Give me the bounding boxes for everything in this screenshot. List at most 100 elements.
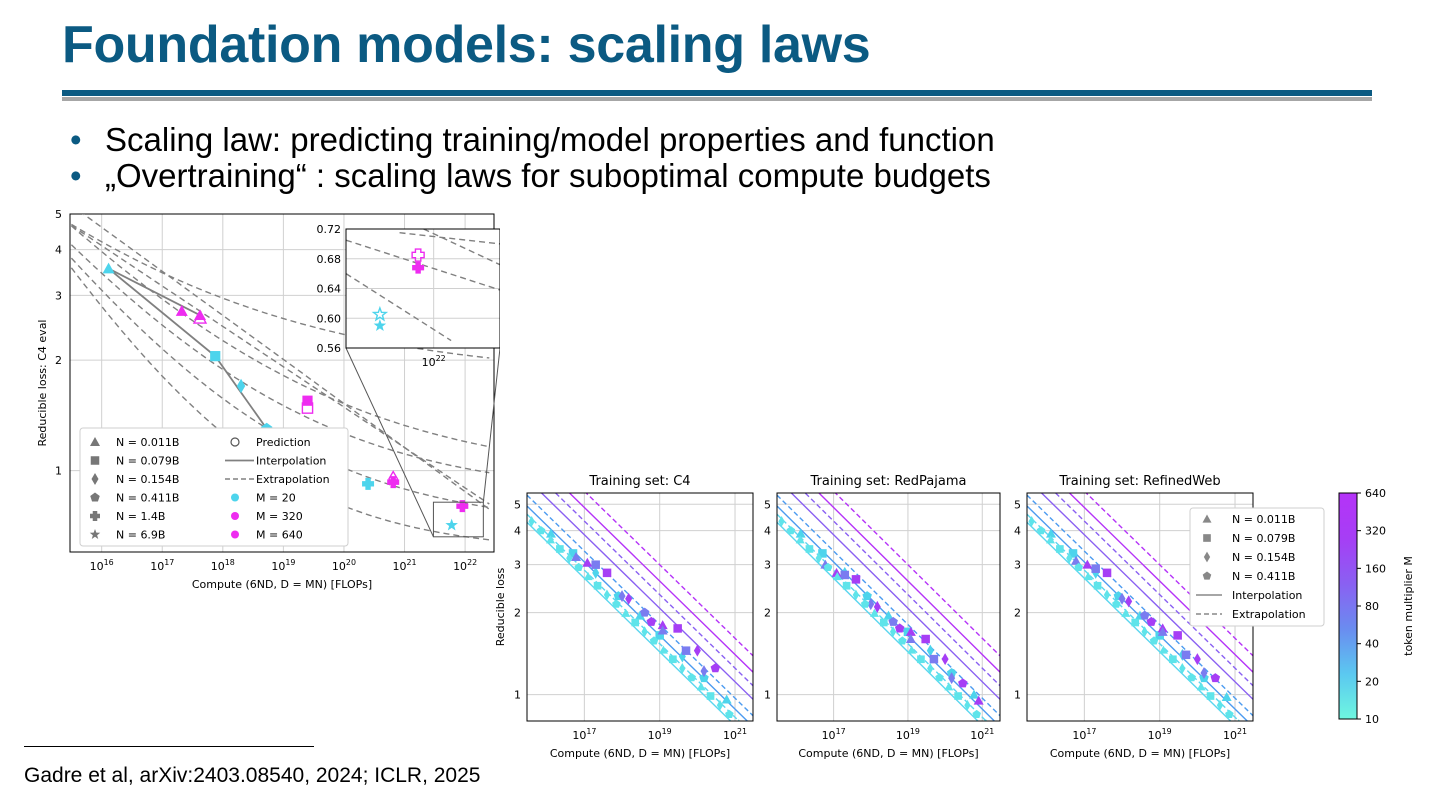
data-point (894, 623, 905, 633)
data-point (1206, 692, 1215, 700)
data-point (862, 591, 872, 601)
slide-title: Foundation models: scaling laws (62, 16, 871, 74)
legend-swatch (1203, 534, 1211, 542)
y-axis-label: Reducible loss: C4 eval (36, 320, 49, 447)
colorbar-tick-label: 80 (1365, 600, 1379, 613)
panel-curves (777, 493, 1000, 721)
data-point (1146, 616, 1157, 626)
data-point (926, 644, 934, 657)
data-point (840, 570, 850, 580)
data-point (583, 572, 593, 581)
data-point (574, 562, 583, 571)
x-tick-label: 1016 (90, 558, 114, 573)
bullet-list: • Scaling law: predicting training/model … (70, 122, 995, 194)
data-point (795, 528, 806, 538)
fit-line (777, 513, 988, 721)
data-point (679, 663, 686, 674)
x-axis-label: Compute (6ND, D = MN) [FLOPs] (192, 578, 372, 591)
data-point (699, 673, 709, 683)
data-point (1028, 516, 1035, 527)
fit-line (527, 513, 740, 721)
data-point (972, 709, 981, 719)
interpolation-line (108, 267, 268, 430)
x-axis-label: Compute (6ND, D = MN) [FLOPs] (798, 747, 978, 760)
legend-swatch (90, 456, 100, 465)
data-point (889, 626, 897, 638)
colorbar-label: token multiplier M (1402, 556, 1415, 656)
title-rule-primary (62, 90, 1372, 96)
zoom-connector (345, 347, 434, 538)
data-point (888, 616, 898, 626)
legend-swatch (1202, 571, 1212, 580)
data-point-triangle (102, 262, 115, 274)
legend-swatch (89, 529, 101, 539)
legend-swatch (231, 512, 239, 520)
legend-label: N = 0.079B (1232, 532, 1295, 545)
data-point (1158, 645, 1168, 654)
data-point (969, 689, 980, 699)
y-tick-label: 1 (1014, 689, 1021, 702)
legend-swatch (230, 437, 240, 447)
data-point (1125, 595, 1133, 608)
data-point-square (210, 351, 221, 362)
data-point (1221, 691, 1232, 701)
inset-extrapolation-line (423, 228, 500, 266)
data-point (1237, 719, 1240, 721)
data-point (696, 682, 706, 691)
data-point (917, 655, 925, 664)
inset-y-tick-label: 0.56 (317, 342, 342, 355)
data-point (1157, 626, 1168, 636)
fit-line (1027, 494, 1253, 717)
data-point (592, 566, 600, 579)
x-tick-label: 1017 (822, 727, 846, 742)
legend-label: Extrapolation (1232, 608, 1306, 621)
data-point (823, 562, 833, 571)
legend-label: N = 0.154B (1232, 551, 1295, 564)
data-point (1131, 618, 1140, 627)
data-point (545, 528, 556, 538)
data-point (710, 663, 721, 673)
legend-box (79, 427, 349, 547)
fit-line (1027, 513, 1240, 721)
fit-line (1040, 493, 1253, 700)
data-point (635, 610, 645, 620)
data-point (1141, 626, 1148, 638)
bullet-item: • Scaling law: predicting training/model … (70, 122, 995, 158)
y-tick-label: 1 (764, 689, 771, 702)
data-point (1091, 564, 1100, 573)
bullet-text: Scaling law: predicting training/model p… (105, 121, 995, 158)
data-point (700, 665, 708, 678)
inset-point-plus (412, 261, 425, 274)
legend-label: N = 0.411B (116, 492, 179, 505)
legend-label: N = 0.079B (116, 455, 179, 468)
data-point (831, 567, 842, 577)
data-point (1210, 673, 1221, 683)
y-tick-label: 5 (55, 208, 62, 221)
data-point (973, 695, 984, 705)
prediction-point (388, 470, 399, 488)
x-tick-label: 1017 (150, 558, 174, 573)
y-tick-label: 2 (764, 607, 771, 620)
fit-line (1027, 521, 1232, 721)
x-tick-label: 1020 (332, 558, 356, 573)
data-point (907, 645, 917, 654)
y-tick-label: 5 (1014, 498, 1021, 511)
data-point (948, 672, 956, 685)
colorbar-tick-label: 320 (1365, 525, 1386, 538)
data-point (639, 607, 650, 617)
fit-line (568, 493, 753, 673)
legend-swatch (231, 493, 239, 502)
data-point (778, 516, 785, 527)
data-point (528, 516, 535, 527)
data-point (869, 608, 879, 617)
colorbar-tick-label: 20 (1365, 675, 1379, 688)
data-point (625, 592, 633, 605)
data-point (566, 552, 573, 564)
data-point (905, 626, 916, 636)
inset-y-tick-label: 0.64 (317, 283, 342, 296)
data-point (1149, 636, 1159, 645)
x-tick-label: 1021 (723, 727, 747, 742)
x-tick-label: 1021 (392, 558, 416, 573)
panel-curves (527, 493, 753, 721)
